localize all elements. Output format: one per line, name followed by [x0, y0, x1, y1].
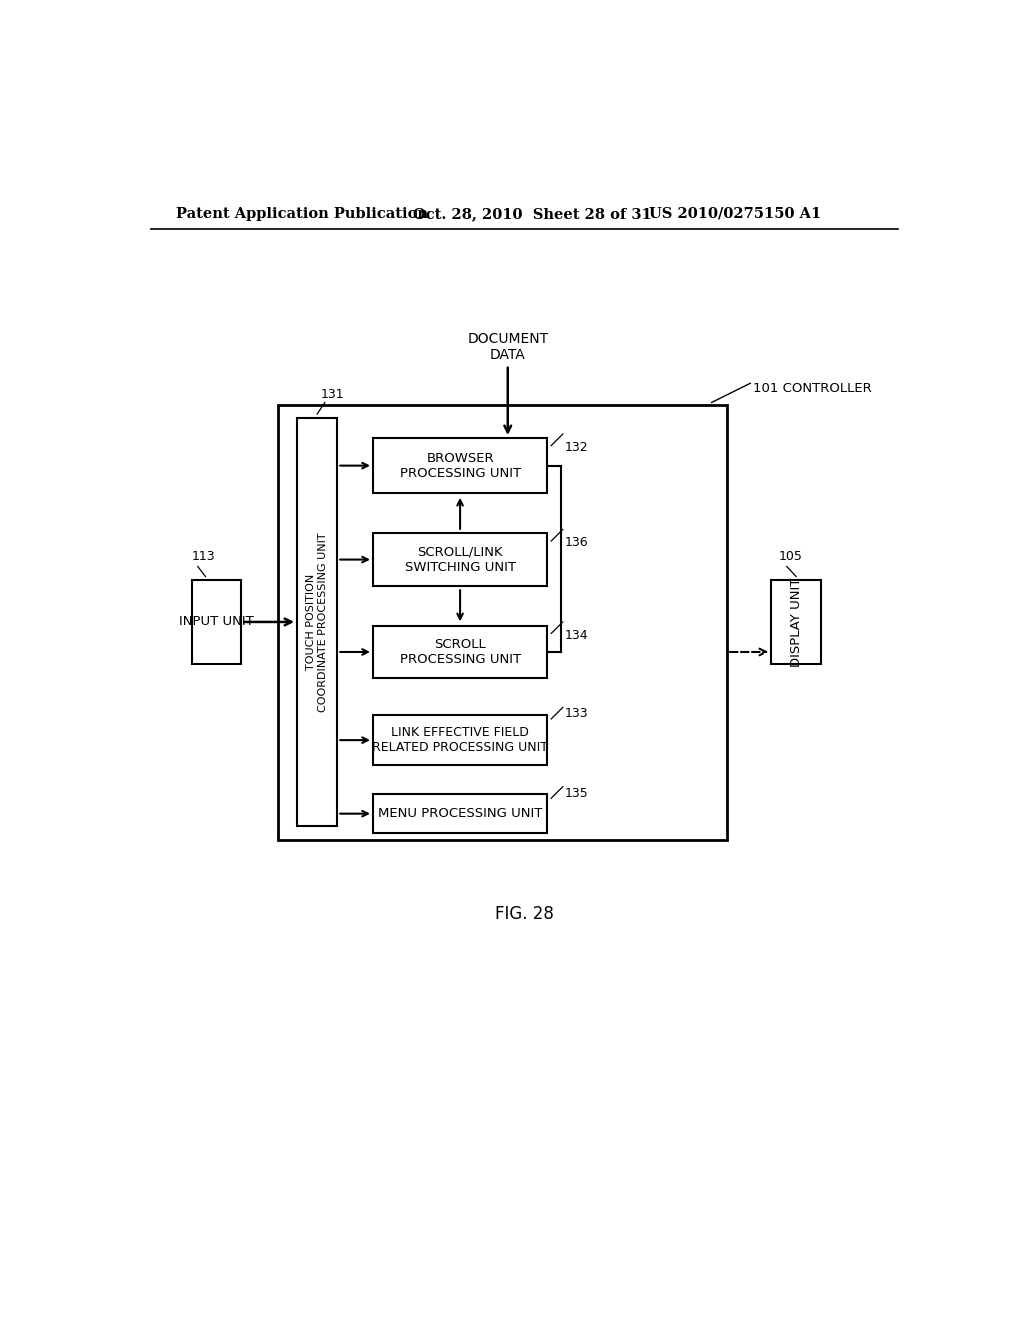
Bar	[191, 581, 241, 664]
Text: Patent Application Publication: Patent Application Publication	[176, 207, 428, 220]
Text: US 2010/0275150 A1: US 2010/0275150 A1	[649, 207, 821, 220]
Text: SCROLL/LINK
SWITCHING UNIT: SCROLL/LINK SWITCHING UNIT	[404, 545, 516, 574]
Text: 134: 134	[564, 628, 588, 642]
Text: 131: 131	[321, 388, 345, 401]
Text: BROWSER
PROCESSING UNIT: BROWSER PROCESSING UNIT	[399, 451, 520, 479]
Text: 101 CONTROLLER: 101 CONTROLLER	[753, 381, 871, 395]
Text: 136: 136	[564, 536, 588, 549]
Text: INPUT UNIT: INPUT UNIT	[179, 615, 254, 628]
Bar	[373, 795, 547, 833]
Bar	[373, 626, 547, 678]
Text: Oct. 28, 2010  Sheet 28 of 31: Oct. 28, 2010 Sheet 28 of 31	[414, 207, 652, 220]
Text: TOUCH POSITION
COORDINATE PROCESSING UNIT: TOUCH POSITION COORDINATE PROCESSING UNI…	[306, 532, 328, 711]
Text: MENU PROCESSING UNIT: MENU PROCESSING UNIT	[378, 807, 543, 820]
Bar	[373, 438, 547, 494]
Text: DISPLAY UNIT: DISPLAY UNIT	[790, 577, 803, 667]
Bar	[278, 405, 727, 840]
Text: SCROLL
PROCESSING UNIT: SCROLL PROCESSING UNIT	[399, 638, 520, 667]
Bar	[373, 715, 547, 766]
Text: DOCUMENT
DATA: DOCUMENT DATA	[467, 331, 548, 362]
Text: LINK EFFECTIVE FIELD
RELATED PROCESSING UNIT: LINK EFFECTIVE FIELD RELATED PROCESSING …	[372, 726, 548, 754]
Text: 113: 113	[191, 550, 215, 564]
Text: 105: 105	[779, 550, 803, 564]
Text: FIG. 28: FIG. 28	[496, 906, 554, 923]
Bar	[771, 581, 821, 664]
Text: 135: 135	[564, 787, 588, 800]
Text: 132: 132	[564, 441, 588, 454]
Bar	[373, 533, 547, 586]
Text: 133: 133	[564, 708, 588, 721]
Bar	[297, 418, 337, 826]
